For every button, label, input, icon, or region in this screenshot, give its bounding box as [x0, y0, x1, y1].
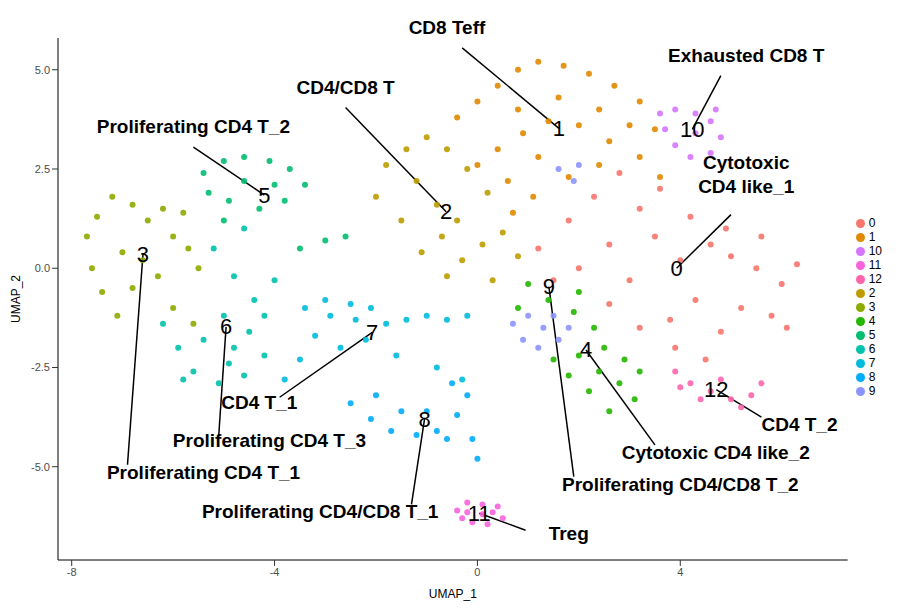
svg-text:7: 7 [366, 320, 378, 345]
svg-text:CytotoxicCD4 like_1: CytotoxicCD4 like_1 [698, 152, 795, 197]
svg-text:-8: -8 [67, 566, 77, 578]
svg-text:0.0: 0.0 [35, 262, 50, 274]
svg-text:12: 12 [704, 377, 728, 402]
svg-text:CD4/CD8 T: CD4/CD8 T [296, 77, 395, 98]
svg-text:2: 2 [440, 199, 452, 224]
svg-text:CD8 Teff: CD8 Teff [409, 17, 486, 38]
html-text:6: 6 [868, 341, 876, 356]
svg-text:UMAP_2: UMAP_2 [9, 275, 23, 323]
html-text:0: 0 [868, 215, 876, 230]
svg-text:4: 4 [677, 566, 683, 578]
html-text:9: 9 [868, 383, 876, 398]
svg-text:Proliferating CD4/CD8 T_2: Proliferating CD4/CD8 T_2 [562, 474, 799, 495]
svg-text:1: 1 [553, 116, 565, 141]
html-text:2: 2 [868, 285, 876, 300]
svg-text:3: 3 [137, 242, 149, 267]
svg-text:9: 9 [543, 274, 555, 299]
html-text:5: 5 [868, 327, 876, 342]
svg-text:Proliferating CD4 T_2: Proliferating CD4 T_2 [97, 116, 290, 137]
html-text:11: 11 [868, 257, 882, 272]
html-text:12: 12 [868, 271, 882, 286]
svg-text:-5.0: -5.0 [31, 461, 50, 473]
svg-text:5: 5 [258, 183, 270, 208]
svg-text:CD4 T_2: CD4 T_2 [761, 414, 837, 435]
svg-text:Proliferating CD4 T_3: Proliferating CD4 T_3 [173, 430, 366, 451]
svg-text:5.0: 5.0 [35, 64, 50, 76]
html-text:10: 10 [868, 243, 882, 258]
svg-text:Treg: Treg [549, 523, 589, 544]
svg-text:8: 8 [418, 407, 430, 432]
svg-text:UMAP_1: UMAP_1 [429, 587, 477, 601]
svg-text:Cytotoxic CD4 like_2: Cytotoxic CD4 like_2 [622, 442, 810, 463]
html-text:8: 8 [868, 369, 876, 384]
svg-text:CD4 T_1: CD4 T_1 [221, 392, 297, 413]
svg-text:0: 0 [670, 256, 682, 281]
html-text:3: 3 [868, 299, 876, 314]
svg-text:0: 0 [474, 566, 480, 578]
svg-text:2.5: 2.5 [35, 163, 50, 175]
svg-text:6: 6 [220, 314, 232, 339]
svg-text:Exhausted CD8 T: Exhausted CD8 T [668, 45, 825, 66]
svg-text:10: 10 [680, 117, 704, 142]
html-text:7: 7 [868, 355, 876, 370]
svg-text:11: 11 [468, 501, 491, 526]
html-text:1: 1 [868, 229, 876, 244]
svg-text:-4: -4 [270, 566, 280, 578]
svg-text:4: 4 [580, 337, 592, 362]
svg-text:Proliferating CD4/CD8 T_1: Proliferating CD4/CD8 T_1 [202, 501, 439, 522]
svg-text:Proliferating CD4 T_1: Proliferating CD4 T_1 [107, 462, 301, 483]
html-text:4: 4 [868, 313, 876, 328]
svg-text:-2.5: -2.5 [31, 361, 50, 373]
